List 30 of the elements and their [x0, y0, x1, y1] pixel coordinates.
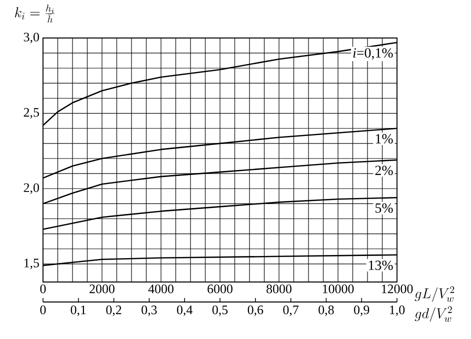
x2-tick-label: 0,7: [283, 306, 299, 316]
x2-tick-label: 0,9: [354, 306, 370, 316]
y-tick-label: 1,5: [24, 258, 39, 270]
x2-tick-label: 1,0: [390, 306, 405, 316]
series-label: 13%: [368, 260, 393, 270]
series-label: 5%: [376, 203, 393, 213]
x2-tick-label: 0,1: [70, 306, 86, 316]
x-tick-label: 10000: [322, 284, 354, 294]
x2-tick-label: 0: [40, 306, 46, 314]
y-tick-label: 3,0: [24, 32, 39, 44]
x-tick-label: 12000: [382, 284, 413, 294]
x2-tick-label: 0,3: [142, 306, 157, 316]
x2-tick-label: 0,8: [318, 306, 334, 316]
x2-tick-label: 0,6: [248, 306, 264, 316]
x-tick-label: 2000: [90, 284, 114, 294]
y-tick-label: 2,0: [24, 183, 39, 194]
x2-axis-title: $gd/V_w^2$: [414, 306, 452, 322]
series-label: 2%: [375, 166, 393, 176]
series-label: i=0,1%: [353, 48, 393, 60]
y-axis-title: $k_i=\frac{h_i}{\bar{h}}$: [14, 4, 55, 23]
x2-tick-label: 0,5: [212, 306, 228, 316]
x-tick-label: 0: [40, 284, 46, 294]
x2-tick-label: 0,2: [106, 306, 122, 316]
x-tick-label: 8000: [266, 284, 292, 294]
x-axis-title: $gL/V_w^2$: [414, 286, 454, 302]
x-tick-label: 6000: [208, 284, 232, 294]
y-tick-label: 2,5: [24, 108, 39, 119]
x-tick-label: 4000: [148, 284, 174, 294]
series-label: 1%: [376, 134, 393, 144]
x2-tick-label: 0,4: [177, 306, 193, 316]
